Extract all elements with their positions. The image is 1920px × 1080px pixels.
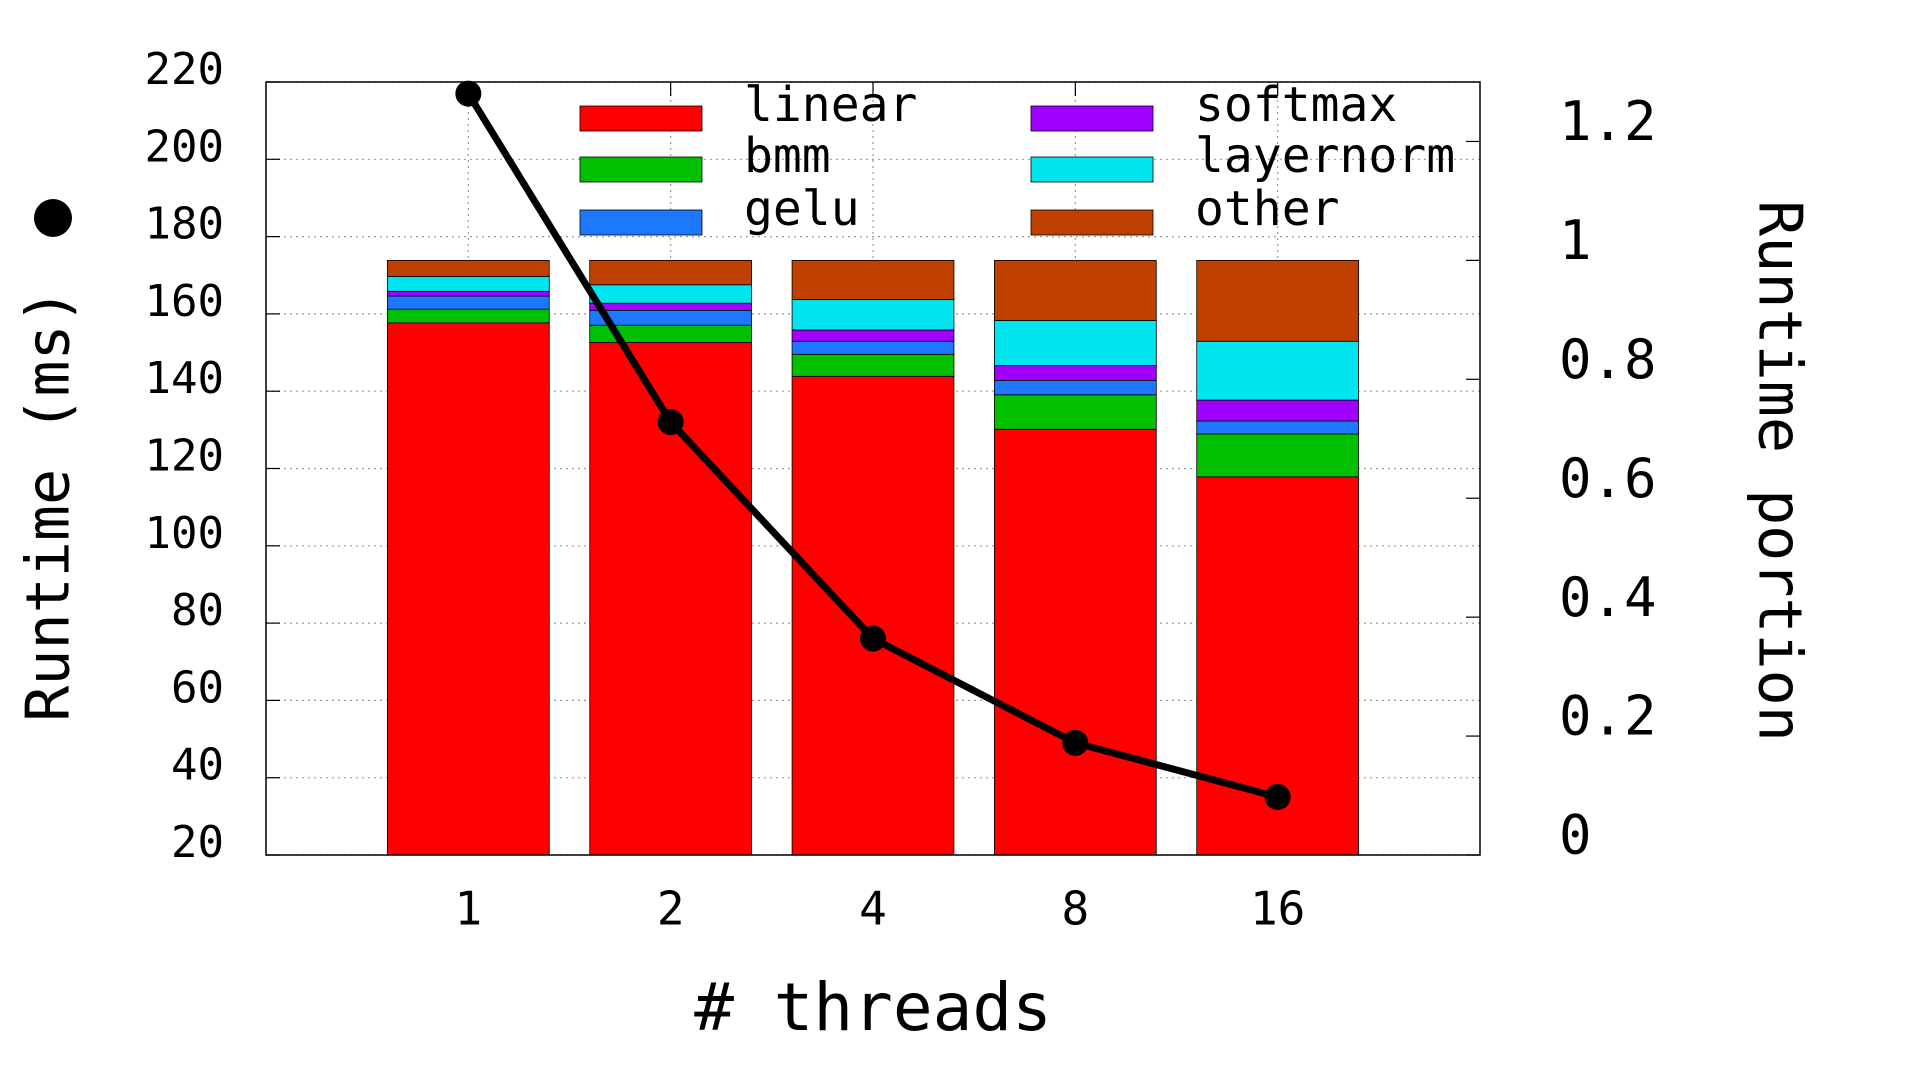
legend-swatch (1030, 156, 1154, 183)
x-axis-label: # threads (694, 969, 1052, 1046)
x-tick-label: 2 (657, 882, 685, 936)
bar-segment (994, 320, 1157, 367)
x-tick-label: 16 (1250, 882, 1305, 936)
y2-axis-label: Runtime portion (1744, 200, 1814, 742)
legend-label: softmax (1195, 77, 1397, 133)
y-tick-label: 40 (171, 740, 224, 791)
y-tick-label: 60 (171, 662, 224, 713)
bar-segment (994, 380, 1157, 396)
y-tick-label: 180 (145, 199, 224, 250)
bar-segment (589, 309, 753, 326)
plot-frame (265, 81, 1481, 856)
bar-segment (994, 394, 1157, 430)
bar-segment (791, 340, 955, 355)
legend-swatch (1030, 105, 1154, 132)
y2-tick-label: 0.2 (1559, 685, 1657, 748)
y-tick-label: 80 (171, 585, 224, 636)
bar-segment (994, 365, 1157, 381)
legend-label: bmm (744, 128, 831, 184)
y2-tick-label: 0.8 (1559, 328, 1657, 391)
runtime-point (657, 409, 684, 436)
y-tick-label: 100 (145, 508, 224, 559)
y2-tick-label: 0.4 (1559, 566, 1657, 629)
y2-tick-label: 1 (1559, 209, 1592, 272)
y-tick-label: 200 (145, 121, 224, 172)
y-axis-marker-key (34, 199, 72, 237)
bar-segment (386, 308, 550, 324)
x-tick-label: 1 (454, 882, 482, 936)
legend-swatch (579, 156, 703, 183)
y2-tick-label: 0 (1559, 804, 1592, 867)
legend-swatch (579, 209, 703, 236)
bar-segment (589, 259, 753, 286)
bar-segment (1196, 340, 1359, 401)
y-tick-label: 220 (145, 44, 224, 95)
bar-segment (386, 259, 550, 277)
legend-swatch (579, 105, 703, 132)
legend-label: linear (744, 77, 917, 133)
y2-tick-label: 1.2 (1559, 90, 1657, 153)
bar-segment (589, 284, 753, 304)
bar-segment (791, 299, 955, 331)
bar-segment (386, 295, 550, 310)
bar-segment (791, 259, 955, 301)
y-axis-label: Runtime (ms) (14, 288, 84, 721)
x-tick-label: 8 (1061, 882, 1089, 936)
bar-segment (589, 302, 753, 311)
bar-segment (791, 375, 955, 856)
bar-segment (1196, 420, 1359, 435)
bar-segment (386, 322, 550, 856)
legend-label: layernorm (1195, 128, 1455, 184)
bar-segment (994, 428, 1157, 856)
y2-tick-label: 0.6 (1559, 447, 1657, 510)
y-tick-label: 20 (171, 817, 224, 868)
bar-segment (1196, 259, 1359, 342)
legend-swatch (1030, 209, 1154, 236)
y-tick-label: 140 (145, 353, 224, 404)
legend-label: other (1195, 181, 1340, 237)
y-tick-label: 160 (145, 276, 224, 327)
runtime-point (455, 80, 482, 107)
bar-segment (386, 276, 550, 292)
bar-segment (994, 259, 1157, 321)
bar-segment (386, 290, 550, 297)
bar-segment (791, 353, 955, 377)
y-tick-label: 120 (145, 431, 224, 482)
bar-segment (1196, 433, 1359, 478)
x-tick-label: 4 (859, 882, 887, 936)
bar-segment (791, 329, 955, 342)
runtime-point (1264, 784, 1291, 811)
runtime-point (1062, 729, 1089, 756)
legend-label: gelu (744, 181, 860, 237)
runtime-point (860, 625, 886, 652)
bar-segment (1196, 399, 1359, 422)
